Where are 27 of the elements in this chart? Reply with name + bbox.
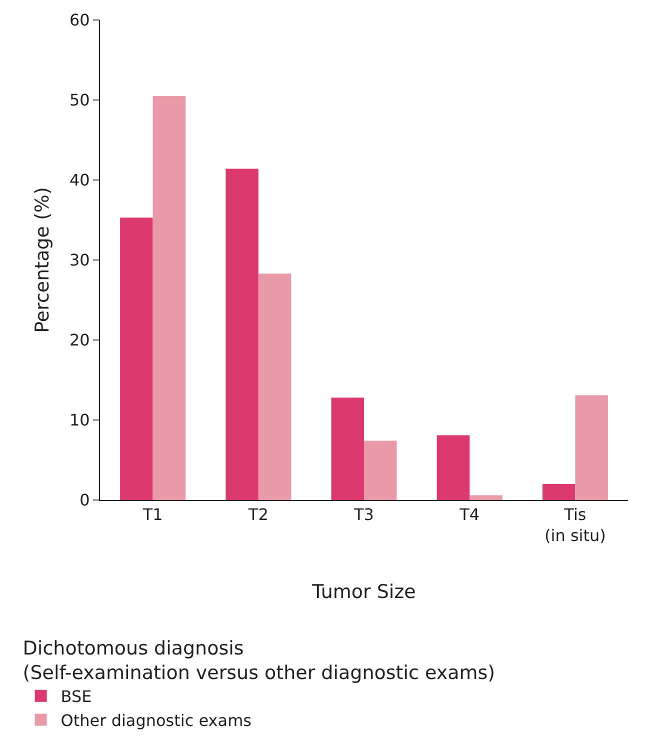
y-axis-title: Percentage (%) — [31, 187, 54, 333]
y-tick-label: 40 — [69, 170, 90, 190]
bar — [470, 495, 502, 500]
y-tick-label: 60 — [69, 10, 90, 30]
bar — [575, 395, 608, 500]
x-axis-title: Tumor Size — [311, 580, 416, 603]
bar — [152, 96, 186, 500]
y-tick-label: 20 — [69, 330, 90, 350]
legend-label: BSE — [60, 687, 92, 706]
y-tick-label: 10 — [69, 410, 90, 430]
y-tick-label: 0 — [80, 490, 90, 510]
bar — [542, 484, 576, 500]
bar — [226, 168, 258, 500]
bar — [331, 398, 364, 500]
legend-title: Dichotomous diagnosis (Self-examination versus other diagnostic exams) — [22, 637, 496, 684]
x-tick-label: T4 — [458, 505, 480, 524]
bar — [436, 435, 470, 500]
bar — [364, 440, 397, 500]
y-tick-label: 30 — [69, 250, 90, 270]
x-tick-label: Tis (in situ) — [544, 505, 606, 545]
x-tick-label: T3 — [353, 505, 374, 524]
x-tick-label: T1 — [142, 505, 163, 524]
bar — [120, 218, 153, 500]
legend-label: Other diagnostic exams — [60, 710, 252, 730]
x-tick-label: T2 — [247, 505, 268, 524]
bar — [258, 274, 292, 500]
y-tick-label: 50 — [69, 90, 90, 110]
